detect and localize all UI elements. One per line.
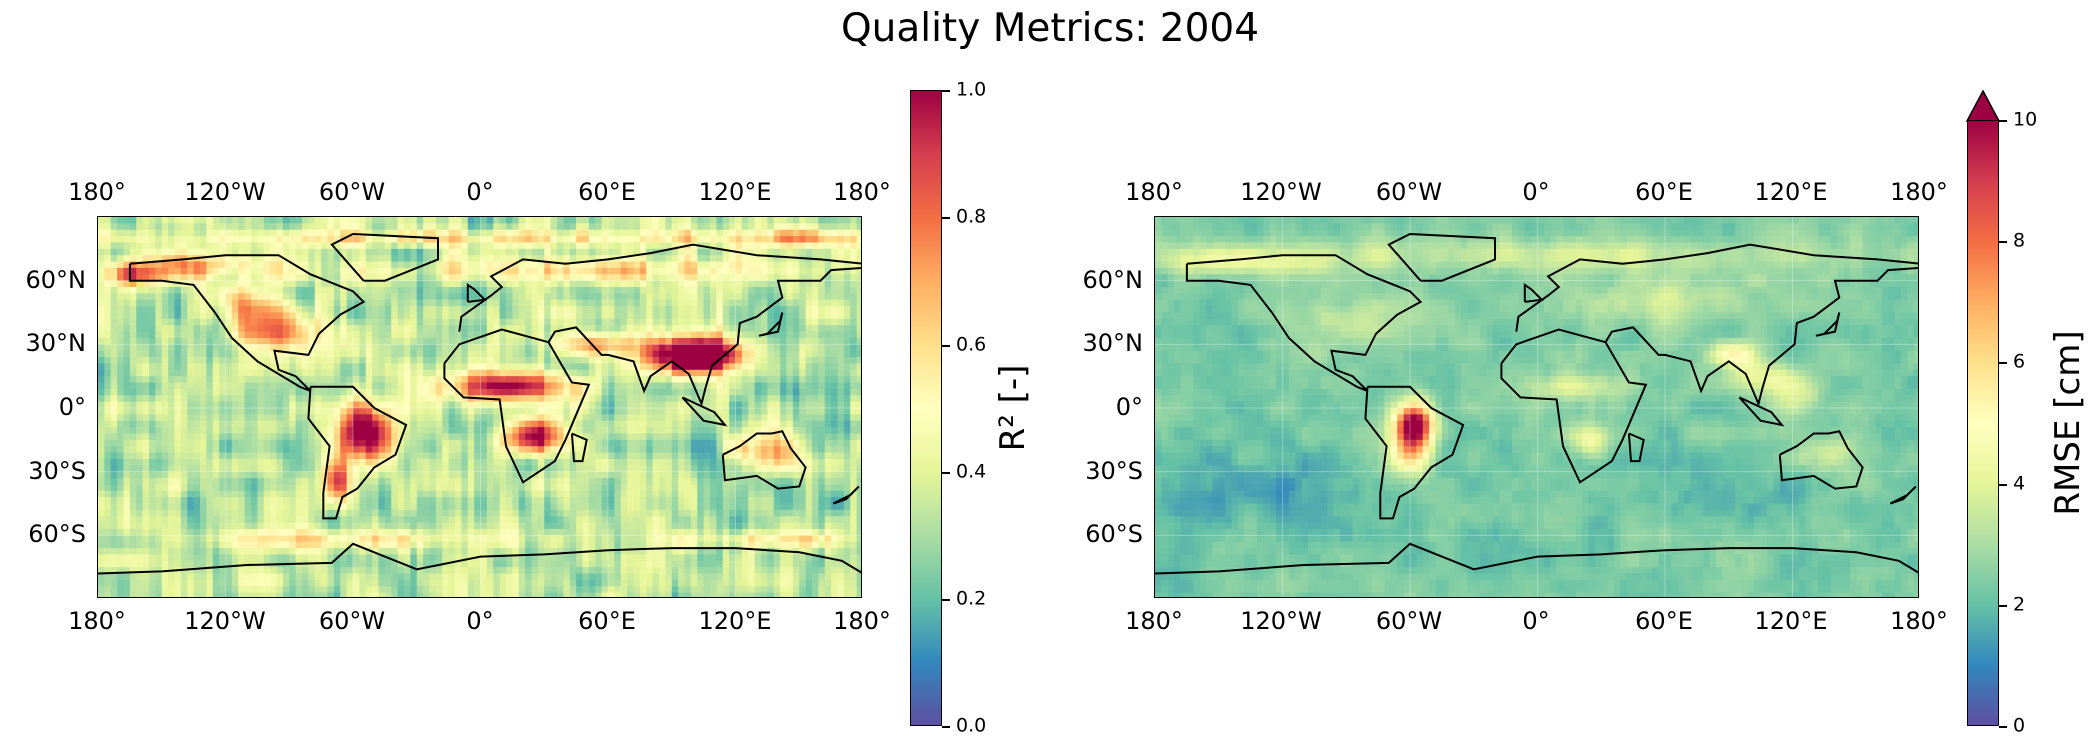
colorbar-tick: 0.4 <box>956 460 987 483</box>
lon-tick-top: 60°W <box>318 178 386 206</box>
lon-tick-top: 120°E <box>1754 178 1828 206</box>
rmse-map <box>1154 216 1919 598</box>
lon-tick-top: 180° <box>1125 178 1183 206</box>
colorbar-tick: 8 <box>2013 229 2026 252</box>
colorbar-tick: 0.0 <box>956 714 987 737</box>
lon-tick-bottom: 60°W <box>1375 607 1443 635</box>
lon-tick-top: 120°W <box>1240 178 1322 206</box>
r2-colorbar-label: R² [-] <box>993 364 1033 452</box>
colorbar-tick: 4 <box>2013 472 2026 495</box>
lon-tick-bottom: 120°W <box>184 607 266 635</box>
lon-tick-bottom: 0° <box>466 607 494 635</box>
lon-tick-bottom: 60°E <box>578 607 636 635</box>
lon-tick-top: 120°W <box>184 178 266 206</box>
lon-tick-bottom: 120°E <box>698 607 772 635</box>
lon-tick-bottom: 180° <box>68 607 126 635</box>
lat-tick: 30°N <box>25 329 87 357</box>
lat-tick: 60°S <box>1085 520 1143 548</box>
r2-map <box>97 216 862 598</box>
page-title: Quality Metrics: 2004 <box>840 6 1260 51</box>
lon-tick-bottom: 0° <box>1522 607 1550 635</box>
lat-tick: 30°N <box>1082 329 1144 357</box>
lon-tick-top: 180° <box>68 178 126 206</box>
lon-tick-bottom: 60°W <box>318 607 386 635</box>
colorbar-extend-arrow <box>1965 90 2001 122</box>
lon-tick-top: 0° <box>1522 178 1550 206</box>
colorbar-tick: 0 <box>2013 714 2026 737</box>
lat-tick: 60°S <box>28 520 86 548</box>
colorbar-tick: 0.8 <box>956 205 987 228</box>
lon-tick-bottom: 180° <box>1890 607 1948 635</box>
rmse-colorbar-label: RMSE [cm] <box>2048 330 2088 516</box>
lon-tick-bottom: 180° <box>833 607 891 635</box>
rmse-map-canvas <box>1155 217 1918 597</box>
lat-tick: 60°N <box>1082 266 1144 294</box>
lon-tick-bottom: 120°W <box>1240 607 1322 635</box>
lat-tick: 0° <box>58 393 86 421</box>
lat-tick: 60°N <box>25 266 87 294</box>
lon-tick-top: 180° <box>833 178 891 206</box>
lon-tick-top: 60°E <box>1635 178 1693 206</box>
lon-tick-bottom: 60°E <box>1635 607 1693 635</box>
lon-tick-top: 0° <box>466 178 494 206</box>
colorbar-tick: 10 <box>2013 108 2038 131</box>
lon-tick-top: 60°E <box>578 178 636 206</box>
lon-tick-bottom: 180° <box>1125 607 1183 635</box>
colorbar-tick: 1.0 <box>956 78 987 101</box>
colorbar-tick: 2 <box>2013 593 2026 616</box>
lat-tick: 30°S <box>1085 457 1143 485</box>
lon-tick-top: 60°W <box>1375 178 1443 206</box>
rmse-colorbar <box>1967 120 1999 726</box>
colorbar-tick: 6 <box>2013 350 2026 373</box>
r2-map-canvas <box>98 217 861 597</box>
lon-tick-bottom: 120°E <box>1754 607 1828 635</box>
lon-tick-top: 180° <box>1890 178 1948 206</box>
lat-tick: 0° <box>1115 393 1143 421</box>
r2-colorbar <box>910 90 942 726</box>
lat-tick: 30°S <box>28 457 86 485</box>
colorbar-tick: 0.6 <box>956 333 987 356</box>
colorbar-tick: 0.2 <box>956 587 987 610</box>
lon-tick-top: 120°E <box>698 178 772 206</box>
